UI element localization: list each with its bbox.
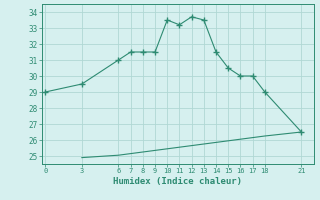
X-axis label: Humidex (Indice chaleur): Humidex (Indice chaleur)	[113, 177, 242, 186]
